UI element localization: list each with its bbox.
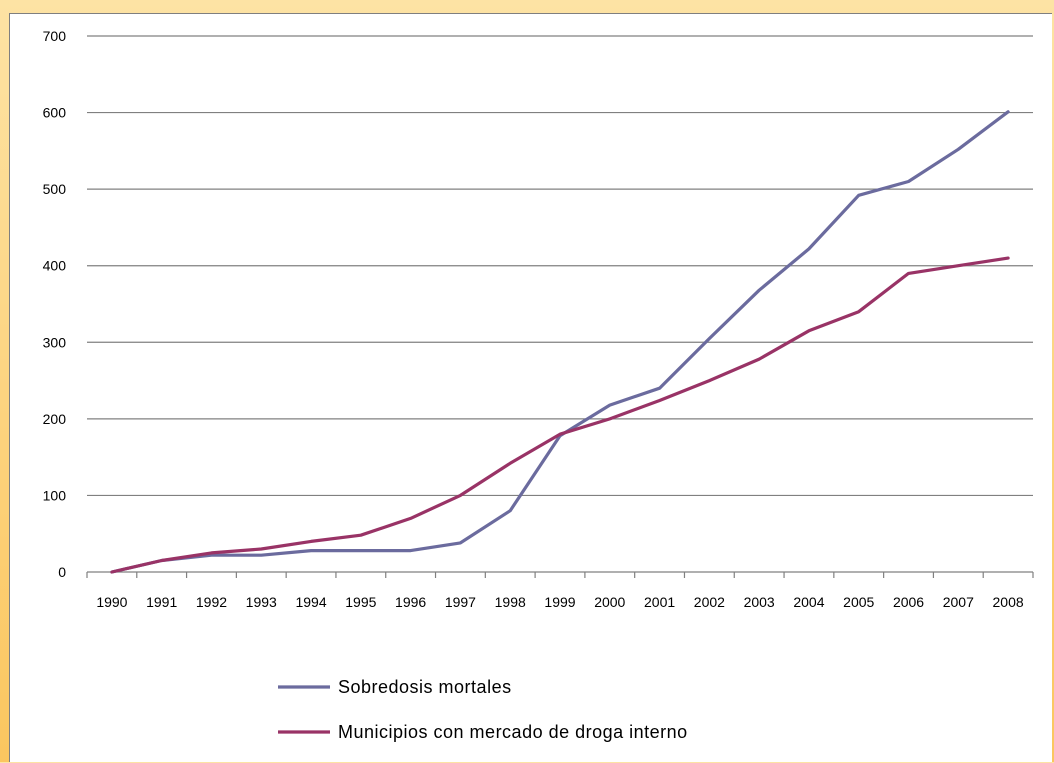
y-tick-label: 300 (43, 334, 67, 350)
x-tick-label: 2008 (993, 594, 1024, 610)
x-tick-label: 2004 (793, 594, 824, 610)
y-tick-label: 500 (43, 181, 67, 197)
x-tick-labels: 1990 1991 1992 1993 1994 1995 1996 1997 1998 1999… (96, 594, 1024, 610)
x-tick-label: 1996 (395, 594, 426, 610)
x-tick-label: 1995 (345, 594, 376, 610)
y-tick-label: 0 (58, 564, 66, 580)
series-line-2 (110, 256, 1010, 574)
y-tick-label: 100 (43, 487, 67, 503)
x-tick-label: 2002 (694, 594, 725, 610)
x-tick-label: 2007 (943, 594, 974, 610)
axes (86, 571, 1034, 578)
legend-label: Municipios con mercado de droga interno (338, 722, 688, 742)
x-tick-label: 1998 (495, 594, 526, 610)
x-tick-label: 1997 (445, 594, 476, 610)
y-tick-labels: 0 100 200 300 400 500 600 700 (43, 28, 67, 580)
legend-label: Sobredosis mortales (338, 677, 512, 697)
y-tick-label: 200 (43, 411, 67, 427)
x-tick-label: 1992 (196, 594, 227, 610)
x-tick-label: 2005 (843, 594, 874, 610)
x-tick-label: 1993 (246, 594, 277, 610)
legend: Sobredosis mortales Municipios con mercad… (278, 677, 688, 742)
y-tick-label: 700 (43, 28, 67, 44)
x-tick-label: 2001 (644, 594, 675, 610)
y-tick-label: 600 (43, 105, 67, 121)
x-tick-label: 2000 (594, 594, 625, 610)
x-tick-label: 2006 (893, 594, 924, 610)
y-tick-label: 400 (43, 258, 67, 274)
gridlines (87, 35, 1033, 497)
x-tick-label: 1994 (295, 594, 326, 610)
chart-frame: 0 100 200 300 400 500 600 700 1990 1991 1992 1993 1… (9, 13, 1052, 762)
series-lines (110, 110, 1010, 574)
x-tick-label: 1991 (146, 594, 177, 610)
x-tick-label: 1999 (544, 594, 575, 610)
x-tick-label: 2003 (744, 594, 775, 610)
x-tick-label: 1990 (96, 594, 127, 610)
